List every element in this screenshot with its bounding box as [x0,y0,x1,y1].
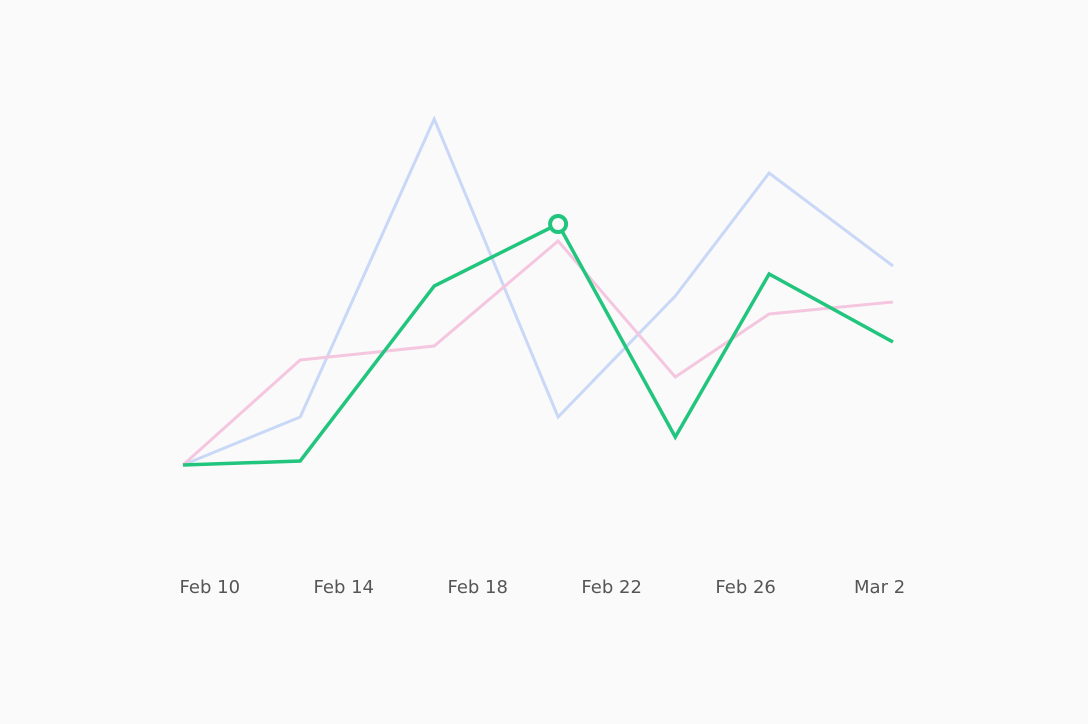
x-tick-label: Feb 22 [581,577,642,598]
series-line [182,115,894,467]
x-tick-label: Feb 10 [180,577,241,598]
x-tick-label: Feb 14 [314,577,375,598]
highlight-point [548,214,569,234]
x-tick-label: Feb 18 [447,577,508,598]
x-tick-label: Feb 26 [715,577,776,598]
x-tick-label: Mar 2 [854,577,905,598]
series-line [181,238,894,467]
